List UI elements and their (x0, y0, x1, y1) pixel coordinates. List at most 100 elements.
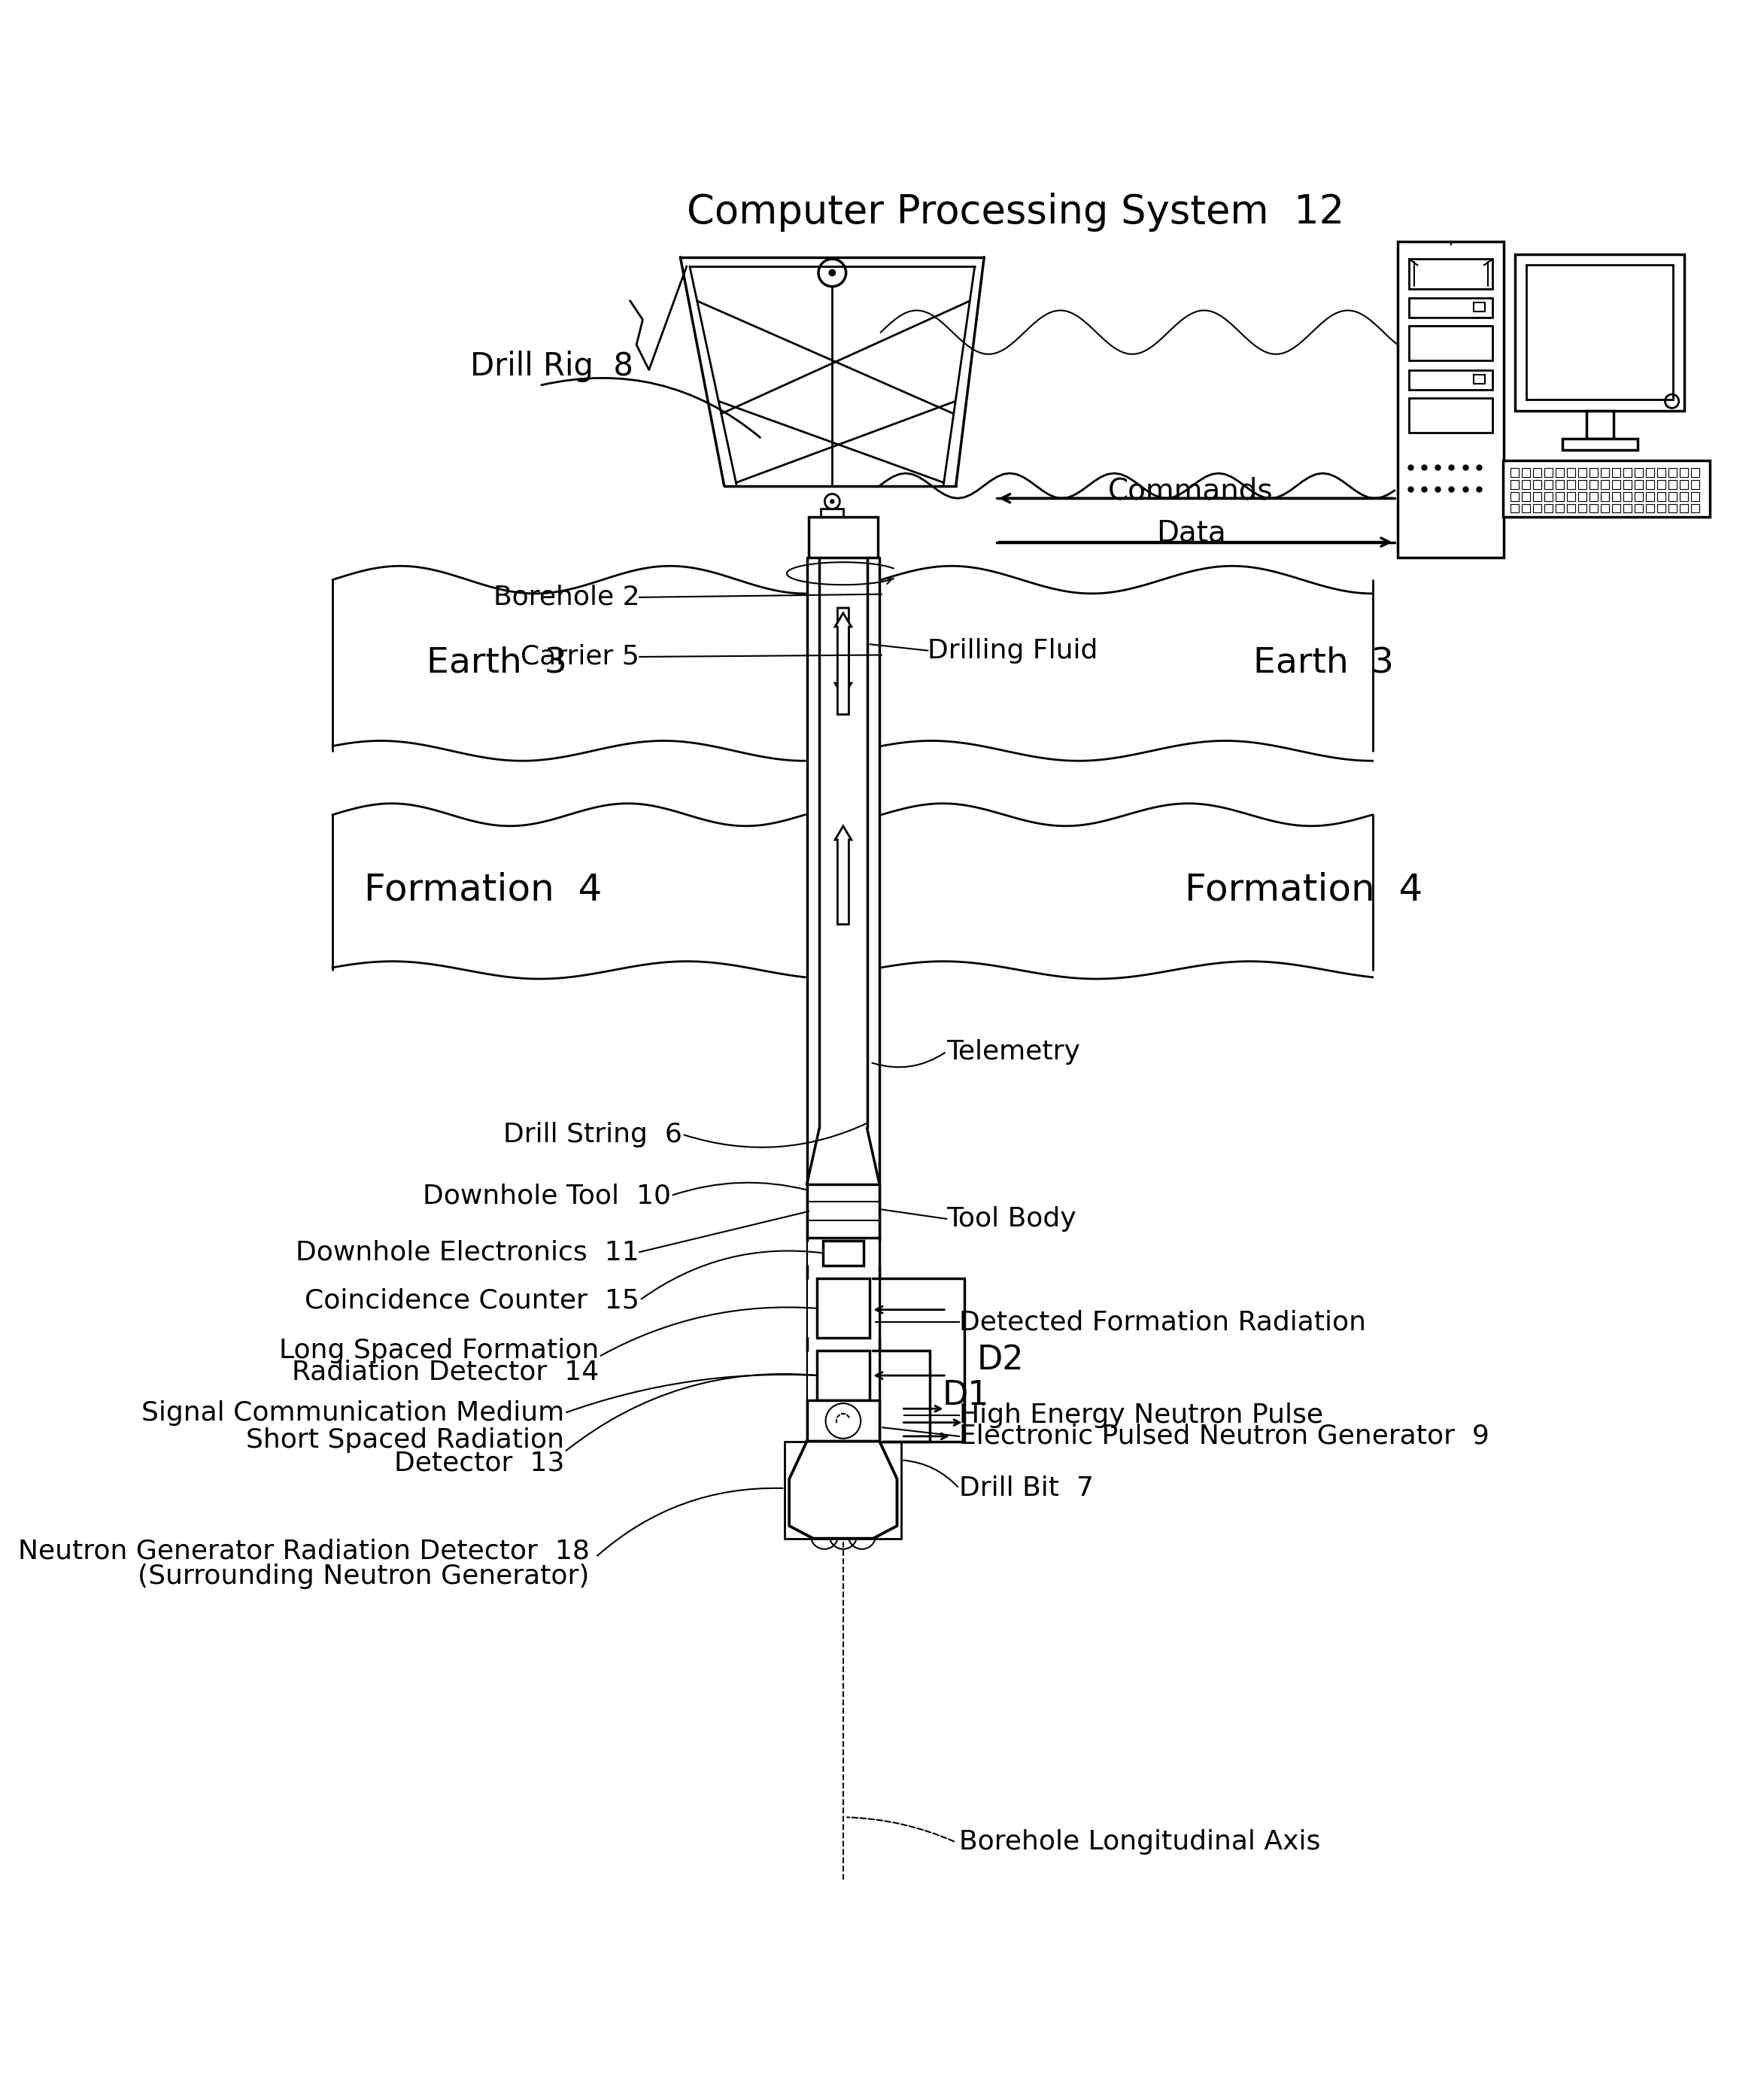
Bar (1533, 468, 1542, 477)
Text: Long Spaced Formation: Long Spaced Formation (279, 1338, 598, 1363)
Bar (1533, 481, 1542, 489)
Bar (1600, 504, 1609, 512)
Bar (1510, 481, 1519, 489)
Text: High Energy Neutron Pulse: High Energy Neutron Pulse (960, 1403, 1323, 1428)
Bar (1646, 491, 1655, 500)
Bar (1623, 468, 1632, 477)
Bar (333, 815, 804, 970)
Bar (882, 815, 1372, 970)
Text: Downhole Tool  10: Downhole Tool 10 (423, 1182, 670, 1207)
Bar (1544, 468, 1552, 477)
Text: (Surrounding Neutron Generator): (Surrounding Neutron Generator) (138, 1562, 589, 1590)
Bar (1544, 491, 1552, 500)
Text: Detector  13: Detector 13 (393, 1451, 564, 1476)
Bar (1589, 468, 1598, 477)
Bar (1556, 468, 1565, 477)
Text: Formation  4: Formation 4 (363, 871, 602, 907)
Text: Coincidence Counter  15: Coincidence Counter 15 (305, 1287, 640, 1312)
Bar (1526, 265, 1674, 399)
Text: Drill Bit  7: Drill Bit 7 (960, 1476, 1094, 1501)
Text: D1: D1 (942, 1380, 990, 1411)
Circle shape (831, 500, 834, 504)
Text: Earth  3: Earth 3 (1254, 647, 1394, 680)
Text: Data: Data (1155, 519, 1226, 548)
Bar (1600, 468, 1609, 477)
Bar (1475, 376, 1485, 384)
Bar (1690, 491, 1699, 500)
Bar (1589, 481, 1598, 489)
Bar (1522, 481, 1531, 489)
Bar (1669, 504, 1678, 512)
FancyArrow shape (834, 825, 852, 924)
Bar (1522, 491, 1531, 500)
Text: Drill String  6: Drill String 6 (503, 1121, 683, 1147)
Bar (1409, 399, 1492, 433)
Bar (808, 1184, 878, 1504)
Bar (820, 508, 843, 525)
Bar (1679, 504, 1688, 512)
Text: Downhole Electronics  11: Downhole Electronics 11 (296, 1239, 640, 1264)
Bar (1646, 468, 1655, 477)
Bar (1544, 504, 1552, 512)
FancyArrow shape (834, 609, 852, 697)
Bar (1633, 468, 1642, 477)
Bar (808, 559, 878, 1504)
Bar (1612, 491, 1621, 500)
Bar (1579, 481, 1588, 489)
Bar (1510, 504, 1519, 512)
Bar (1656, 504, 1665, 512)
Bar (1669, 491, 1678, 500)
Bar (1633, 491, 1642, 500)
Bar (1669, 468, 1678, 477)
Bar (1566, 504, 1575, 512)
Bar (1522, 504, 1531, 512)
Bar (817, 1279, 870, 1338)
Bar (824, 1241, 863, 1266)
Bar (1579, 468, 1588, 477)
Bar (1656, 481, 1665, 489)
Bar (1633, 504, 1642, 512)
Bar (1409, 258, 1492, 290)
Bar (1503, 460, 1709, 517)
Bar (1656, 468, 1665, 477)
Bar (806, 1401, 880, 1441)
Bar (1409, 370, 1492, 391)
Bar (1679, 468, 1688, 477)
Bar (1690, 481, 1699, 489)
Text: Drilling Fluid: Drilling Fluid (928, 638, 1097, 664)
Text: Borehole Longitudinal Axis: Borehole Longitudinal Axis (960, 1829, 1321, 1854)
Bar (1589, 504, 1598, 512)
Bar (1612, 481, 1621, 489)
Text: Computer Processing System  12: Computer Processing System 12 (686, 193, 1344, 231)
Bar (882, 580, 1372, 752)
Polygon shape (789, 1441, 898, 1539)
Bar (1646, 481, 1655, 489)
Text: Neutron Generator Radiation Detector  18: Neutron Generator Radiation Detector 18 (18, 1537, 589, 1564)
Text: Formation  4: Formation 4 (1185, 871, 1422, 907)
Text: Electronic Pulsed Neutron Generator  9: Electronic Pulsed Neutron Generator 9 (960, 1424, 1489, 1449)
Text: Drill Rig  8: Drill Rig 8 (471, 351, 633, 382)
Bar (1533, 504, 1542, 512)
Text: D2: D2 (977, 1344, 1023, 1376)
Bar (1556, 504, 1565, 512)
Bar (1646, 504, 1655, 512)
Bar (808, 517, 878, 559)
Bar (1563, 439, 1637, 449)
Bar (1623, 491, 1632, 500)
Text: Borehole 2: Borehole 2 (494, 584, 640, 611)
Text: Tool Body: Tool Body (947, 1205, 1076, 1233)
Bar (1586, 412, 1614, 439)
Bar (1522, 468, 1531, 477)
Bar (1600, 491, 1609, 500)
Bar (1475, 302, 1485, 311)
Bar (1566, 481, 1575, 489)
Text: Radiation Detector  14: Radiation Detector 14 (291, 1359, 598, 1386)
Bar (1679, 491, 1688, 500)
Bar (806, 1184, 880, 1237)
Bar (1510, 468, 1519, 477)
Bar (1612, 504, 1621, 512)
Bar (1679, 481, 1688, 489)
Bar (333, 580, 804, 752)
Text: Detected Formation Radiation: Detected Formation Radiation (960, 1310, 1365, 1336)
Bar (1409, 298, 1492, 317)
